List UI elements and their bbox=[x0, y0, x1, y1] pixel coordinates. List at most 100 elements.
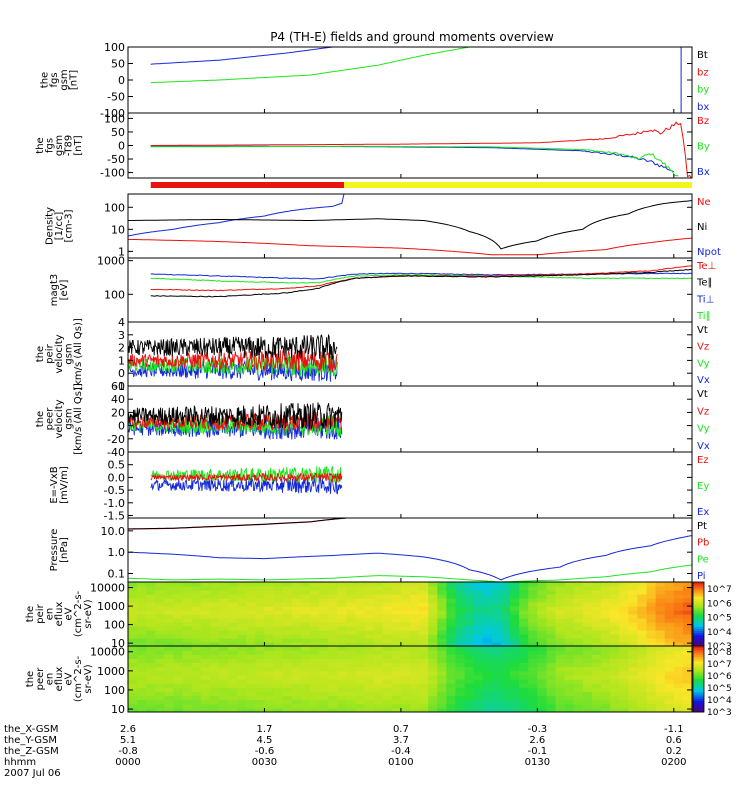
heatmap-cell bbox=[582, 598, 593, 603]
heatmap-cell bbox=[637, 598, 648, 603]
heatmap-cell bbox=[391, 687, 402, 692]
heatmap-cell bbox=[446, 606, 457, 611]
legend-entry: by bbox=[697, 85, 709, 96]
heatmap-cell bbox=[237, 650, 247, 655]
heatmap-cell bbox=[382, 650, 393, 655]
heatmap-cell bbox=[455, 638, 466, 643]
heatmap-cell bbox=[419, 622, 429, 627]
heatmap-cell bbox=[664, 707, 675, 712]
heatmap-cell bbox=[137, 614, 147, 619]
heatmap-cell bbox=[355, 703, 366, 709]
heatmap-cell bbox=[573, 670, 584, 676]
heatmap-cell bbox=[218, 586, 229, 591]
heatmap-cell bbox=[309, 594, 320, 599]
heatmap-cell bbox=[255, 638, 266, 643]
heatmap-cell bbox=[564, 614, 575, 619]
heatmap-cell bbox=[591, 695, 602, 701]
heatmap-cell bbox=[255, 683, 266, 688]
heatmap-cell bbox=[464, 590, 475, 595]
heatmap-cell bbox=[309, 654, 320, 659]
time-axis-value: 0100 bbox=[388, 757, 413, 768]
heatmap-cell bbox=[309, 679, 320, 684]
colorbar-band bbox=[693, 635, 704, 638]
heatmap-cell bbox=[173, 626, 184, 631]
heatmap-cell bbox=[373, 650, 384, 655]
heatmap-cell bbox=[646, 666, 657, 672]
heatmap-cell bbox=[464, 622, 475, 627]
heatmap-cell bbox=[173, 683, 184, 688]
heatmap-cell bbox=[228, 594, 238, 599]
series-Pi bbox=[128, 535, 692, 581]
heatmap-cell bbox=[491, 598, 502, 603]
heatmap-cell bbox=[128, 634, 138, 639]
heatmap-cell bbox=[391, 642, 402, 646]
heatmap-cell bbox=[291, 679, 302, 684]
heatmap-cell bbox=[182, 662, 193, 668]
heatmap-cell bbox=[309, 695, 320, 701]
heatmap-cell bbox=[591, 662, 602, 668]
heatmap-cell bbox=[218, 614, 229, 619]
heatmap-cell bbox=[519, 634, 529, 639]
heatmap-cell bbox=[464, 666, 475, 672]
heatmap-cell bbox=[601, 638, 611, 643]
heatmap-cell bbox=[410, 646, 420, 651]
heatmap-cell bbox=[346, 626, 357, 631]
colorbar-tick-label: 10^4 bbox=[707, 628, 732, 638]
y-axis-label-line: [nPa] bbox=[59, 537, 70, 563]
heatmap-cell bbox=[237, 679, 247, 684]
heatmap-cell bbox=[200, 695, 211, 701]
heatmap-cell bbox=[391, 594, 402, 599]
heatmap-cell bbox=[328, 650, 338, 655]
heatmap-cell bbox=[546, 695, 557, 701]
heatmap-cell bbox=[482, 630, 493, 635]
heatmap-cell bbox=[410, 662, 420, 668]
heatmap-cell bbox=[673, 622, 684, 627]
heatmap-cell bbox=[655, 594, 666, 599]
heatmap-cell bbox=[410, 691, 420, 697]
mode-bar-segment bbox=[344, 182, 692, 188]
heatmap-cell bbox=[428, 606, 438, 611]
legend-entry: Pt bbox=[697, 521, 707, 532]
heatmap-cell bbox=[564, 630, 575, 635]
heatmap-cell bbox=[300, 598, 311, 603]
heatmap-cell bbox=[282, 610, 293, 615]
heatmap-cell bbox=[628, 618, 639, 623]
heatmap-cell bbox=[337, 703, 347, 709]
colorbar-band bbox=[693, 709, 704, 713]
heatmap-cell bbox=[519, 638, 529, 643]
heatmap-cell bbox=[291, 687, 302, 692]
heatmap-cell bbox=[209, 662, 220, 668]
heatmap-cell bbox=[246, 586, 256, 591]
colorbar-tick-label: 10^7 bbox=[707, 660, 732, 670]
heatmap-cell bbox=[682, 602, 692, 607]
heatmap-cell bbox=[391, 638, 402, 643]
heatmap-cell bbox=[573, 662, 584, 668]
heatmap-cell bbox=[464, 650, 475, 655]
heatmap-cell bbox=[455, 642, 466, 646]
heatmap-cell bbox=[500, 679, 511, 684]
heatmap-cell bbox=[246, 630, 256, 635]
heatmap-cell bbox=[337, 630, 347, 635]
heatmap-cell bbox=[555, 594, 566, 599]
heatmap-cell bbox=[655, 606, 666, 611]
heatmap-cell bbox=[482, 646, 493, 651]
heatmap-cell bbox=[591, 646, 602, 651]
heatmap-cell bbox=[582, 594, 593, 599]
heatmap-cell bbox=[291, 674, 302, 680]
heatmap-cell bbox=[510, 622, 520, 627]
heatmap-cell bbox=[319, 598, 329, 603]
plot-area-e_field bbox=[150, 465, 343, 495]
legend-entry: Ex bbox=[697, 507, 709, 518]
heatmap-cell bbox=[500, 674, 511, 680]
heatmap-cell bbox=[191, 638, 202, 643]
heatmap-cell bbox=[537, 691, 548, 697]
heatmap-cell bbox=[437, 610, 447, 615]
heatmap-cell bbox=[182, 654, 193, 659]
heatmap-cell bbox=[191, 650, 202, 655]
heatmap-cell bbox=[373, 646, 384, 651]
heatmap-cell bbox=[601, 586, 611, 591]
heatmap-cell bbox=[419, 642, 429, 646]
heatmap-cell bbox=[573, 642, 584, 646]
heatmap-cell bbox=[464, 687, 475, 692]
heatmap-cell bbox=[282, 699, 293, 705]
